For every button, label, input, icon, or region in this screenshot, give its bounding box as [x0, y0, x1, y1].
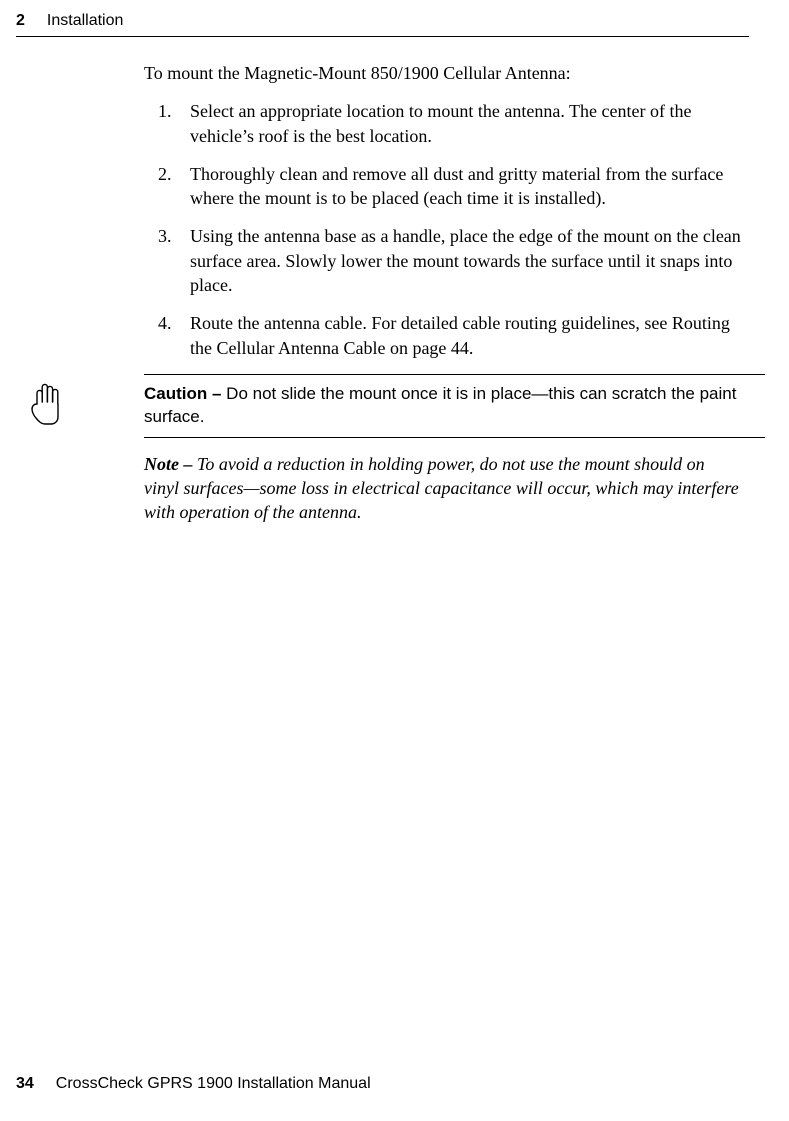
caution-text: Caution – Do not slide the mount once it… — [144, 375, 765, 437]
list-item: 2. Thoroughly clean and remove all dust … — [144, 162, 741, 211]
list-item: 1. Select an appropriate location to mou… — [144, 99, 741, 148]
hand-icon-svg — [28, 380, 70, 428]
caution-block: Caution – Do not slide the mount once it… — [144, 374, 765, 438]
step-number: 4. — [144, 311, 190, 360]
caution-label: Caution – — [144, 384, 226, 403]
step-number: 3. — [144, 224, 190, 297]
step-number: 2. — [144, 162, 190, 211]
step-text: Route the antenna cable. For detailed ca… — [190, 311, 741, 360]
step-text: Thoroughly clean and remove all dust and… — [190, 162, 741, 211]
list-item: 3. Using the antenna base as a handle, p… — [144, 224, 741, 297]
caution-body-text: Do not slide the mount once it is in pla… — [144, 384, 736, 426]
hand-icon — [28, 380, 70, 435]
step-number: 1. — [144, 99, 190, 148]
intro-text: To mount the Magnetic-Mount 850/1900 Cel… — [144, 61, 741, 85]
running-header: 2 Installation — [16, 12, 749, 36]
list-item: 4. Route the antenna cable. For detailed… — [144, 311, 741, 360]
step-text: Using the antenna base as a handle, plac… — [190, 224, 741, 297]
body-content: To mount the Magnetic-Mount 850/1900 Cel… — [144, 61, 741, 525]
doc-title: CrossCheck GPRS 1900 Installation Manual — [56, 1075, 371, 1093]
steps-list: 1. Select an appropriate location to mou… — [144, 99, 741, 360]
header-rule — [16, 36, 749, 37]
page: 2 Installation To mount the Magnetic-Mou… — [0, 0, 789, 1121]
chapter-title: Installation — [47, 12, 124, 30]
page-number: 34 — [16, 1075, 34, 1093]
note-text: To avoid a reduction in holding power, d… — [144, 454, 739, 523]
caution-rule-bottom — [144, 437, 765, 438]
chapter-number: 2 — [16, 12, 25, 30]
note-block: Note – To avoid a reduction in holding p… — [144, 452, 741, 525]
step-text: Select an appropriate location to mount … — [190, 99, 741, 148]
note-label: Note – — [144, 454, 197, 474]
running-footer: 34 CrossCheck GPRS 1900 Installation Man… — [16, 1075, 371, 1093]
